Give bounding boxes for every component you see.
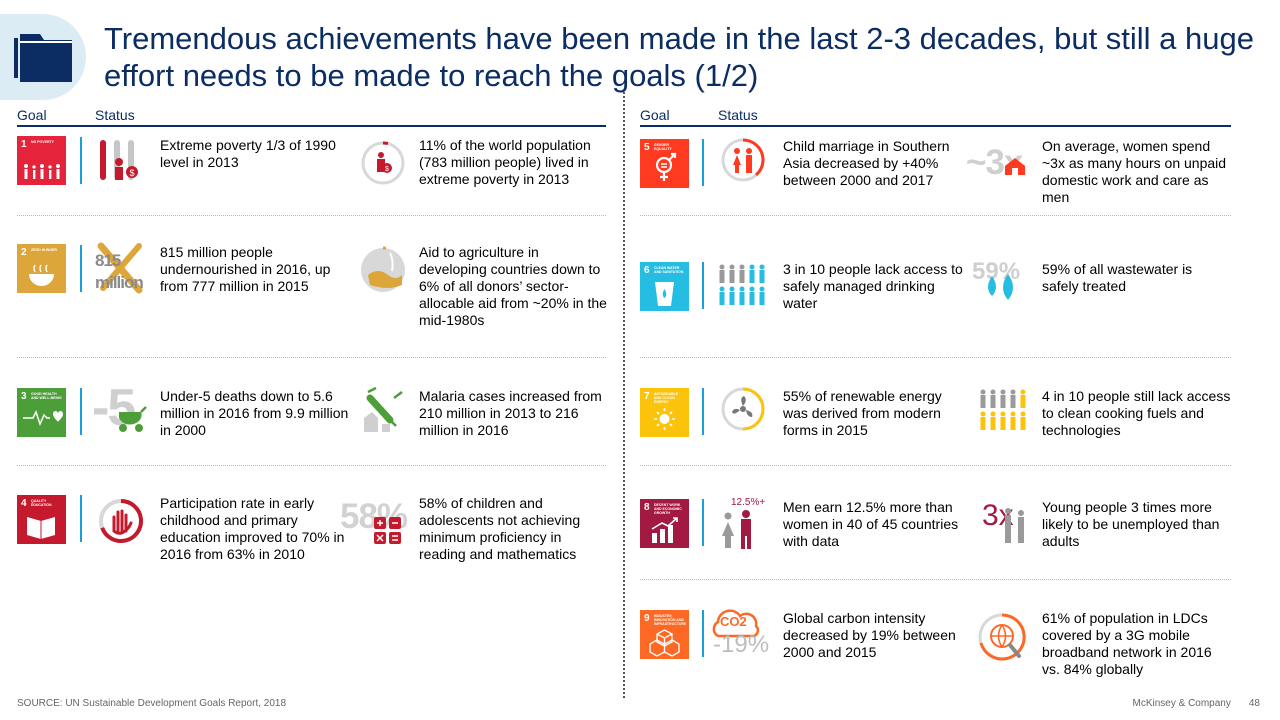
goal2-status-1: 815 million people undernourished in 201… (160, 244, 331, 294)
participation-hand-icon (99, 499, 143, 543)
house-icon (1005, 158, 1025, 175)
book-icon (27, 517, 55, 539)
goal8-status-2: Young people 3 times more likely to be u… (1042, 499, 1220, 549)
agriculture-aid-icon (361, 246, 405, 292)
header-rule-left (17, 125, 606, 127)
goal-divider (702, 499, 704, 546)
goal-divider (80, 137, 82, 184)
goal-divider (702, 262, 704, 309)
goal2-status-2: Aid to agriculture in developing countri… (419, 244, 607, 328)
cooking-access-people-icon (980, 389, 1026, 430)
goal-divider (702, 610, 704, 657)
column-divider (623, 92, 625, 698)
row-separator (640, 357, 1231, 358)
goal7-status-2: 4 in 10 people still lack access to clea… (1042, 388, 1231, 438)
cutlery-icon (97, 242, 143, 294)
sdg1-tile: 1 NO POVERTY (17, 136, 66, 185)
carbon-intensity-number: -19% (713, 631, 770, 658)
goal-divider (80, 495, 82, 542)
sun-power-icon (654, 408, 675, 430)
sdg9-tile: 9 INDUSTRY, INNOVATION AND INFRASTRUCTUR… (640, 610, 689, 659)
sdg7-tile: 7 AFFORDABLE AND CLEAN ENERGY (640, 388, 689, 437)
goal5-status-1: Child marriage in Southern Asia decrease… (783, 138, 950, 188)
source-note: SOURCE: UN Sustainable Development Goals… (17, 698, 287, 709)
people-grid-icon (719, 264, 765, 305)
syringe-icon (364, 386, 403, 432)
sdg4-tile: 4 QUALITY EDUCATION (17, 495, 66, 544)
goal5-status-2: On average, women spend ~3x as many hour… (1042, 138, 1227, 205)
sdg5-tile: 5 GENDER EQUALITY (640, 139, 689, 188)
goal-divider (80, 388, 82, 435)
goal-header-right: Goal (640, 107, 670, 123)
wastewater-number: 59% (972, 258, 1021, 285)
goal1-status-1: Extreme poverty 1/3 of 1990 level in 201… (160, 137, 336, 170)
row-separator (17, 215, 606, 216)
proficiency-number: 58% (340, 497, 408, 536)
sdg6-tile: 6 CLEAN WATER AND SANITATION (640, 262, 689, 311)
calculator-icon (374, 517, 401, 544)
cloud-co2-icon (712, 609, 760, 638)
status-header-left: Status (95, 107, 135, 123)
young-people-icon (1005, 508, 1024, 543)
water-drops-icon (988, 274, 1013, 300)
stroller-icon (119, 406, 147, 432)
poverty-bars-icon: $ (100, 140, 138, 180)
row-separator (640, 465, 1231, 466)
company-name: McKinsey & Company (1132, 698, 1231, 709)
goal3-status-2: Malaria cases increased from 210 million… (419, 388, 602, 438)
gender-icon (655, 152, 677, 181)
goal8-status-1: Men earn 12.5% more than women in 40 of … (783, 499, 959, 549)
heartbeat-icon (23, 410, 63, 427)
goal-divider (702, 388, 704, 435)
row-separator (640, 215, 1231, 216)
under5-deaths-number: -5 (92, 379, 136, 437)
header-rule-right (640, 125, 1231, 127)
goal6-status-2: 59% of all wastewater is safely treated (1042, 261, 1193, 294)
page-number: 48 (1248, 698, 1260, 709)
growth-chart-icon (651, 517, 678, 543)
man-woman-icon (722, 510, 751, 549)
broadband-globe-icon (978, 613, 1026, 661)
footer-right: McKinsey & Company 48 (1115, 698, 1261, 709)
renewable-fan-icon (721, 387, 765, 431)
goal1-status-2: 11% of the world population (783 million… (419, 137, 591, 187)
goal4-status-2: 58% of children and adolescents not achi… (419, 495, 581, 562)
goal9-status-2: 61% of population in LDCs covered by a 3… (1042, 610, 1212, 677)
goal7-status-1: 55% of renewable energy was derived from… (783, 388, 942, 438)
page-title: Tremendous achievements have been made i… (104, 21, 1254, 93)
family-icon (24, 164, 60, 179)
goal6-status-1: 3 in 10 people lack access to safely man… (783, 261, 963, 311)
co2-label: CO2 (720, 614, 747, 629)
svg-text:$: $ (129, 168, 134, 178)
undernourished-number: 815 (95, 251, 121, 270)
sdg3-tile: 3 GOOD HEALTH AND WELL-BEING (17, 388, 66, 437)
goal-divider (702, 139, 704, 186)
row-separator (17, 357, 606, 358)
sdg2-tile: 2 ZERO HUNGER (17, 244, 66, 293)
child-marriage-icon (721, 138, 765, 182)
svg-text:$: $ (385, 166, 389, 173)
goal9-status-1: Global carbon intensity decreased by 19%… (783, 610, 956, 660)
pay-gap-label: 12.5%+ (731, 497, 766, 508)
goal-divider (80, 245, 82, 292)
undernourished-unit: million (95, 273, 144, 292)
sdg8-tile: 8 DECENT WORK AND ECONOMIC GROWTH (640, 499, 689, 548)
goal3-status-1: Under-5 deaths down to 5.6 million in 20… (160, 388, 349, 438)
goal-header-left: Goal (17, 107, 47, 123)
water-glass-icon (655, 282, 674, 306)
status-header-right: Status (718, 107, 758, 123)
poverty-person-icon: $ (361, 141, 405, 185)
goal4-status-1: Participation rate in early childhood an… (160, 495, 345, 562)
bowl-icon (29, 264, 54, 286)
folder-icon (14, 34, 72, 82)
row-separator (640, 579, 1231, 580)
row-separator (17, 465, 606, 466)
cubes-icon (649, 629, 680, 657)
